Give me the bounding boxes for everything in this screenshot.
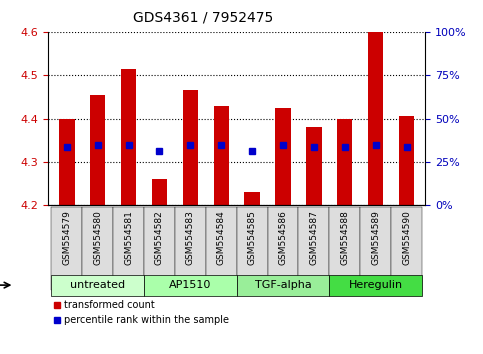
FancyBboxPatch shape (237, 207, 268, 290)
Bar (59, 119, 74, 205)
FancyBboxPatch shape (206, 207, 237, 290)
FancyBboxPatch shape (329, 207, 360, 290)
FancyBboxPatch shape (51, 275, 144, 296)
Text: untreated: untreated (70, 280, 125, 290)
Bar (399, 116, 414, 205)
FancyBboxPatch shape (391, 207, 422, 290)
Text: TGF-alpha: TGF-alpha (255, 280, 312, 290)
FancyBboxPatch shape (144, 207, 175, 290)
FancyBboxPatch shape (51, 207, 82, 290)
Legend: transformed count, percentile rank within the sample: transformed count, percentile rank withi… (53, 301, 229, 325)
Text: GDS4361 / 7952475: GDS4361 / 7952475 (133, 11, 273, 25)
FancyBboxPatch shape (82, 207, 113, 290)
Bar (183, 90, 198, 205)
Bar (244, 192, 260, 205)
Text: Heregulin: Heregulin (349, 280, 403, 290)
FancyBboxPatch shape (268, 207, 298, 290)
Bar (306, 127, 322, 205)
FancyBboxPatch shape (175, 207, 206, 290)
FancyBboxPatch shape (113, 207, 144, 290)
Bar (121, 69, 136, 205)
FancyBboxPatch shape (329, 275, 422, 296)
FancyBboxPatch shape (144, 275, 237, 296)
Bar (368, 32, 384, 205)
FancyBboxPatch shape (237, 275, 329, 296)
Bar (152, 179, 167, 205)
FancyBboxPatch shape (298, 207, 329, 290)
Bar (275, 108, 291, 205)
Bar (90, 95, 105, 205)
Text: AP1510: AP1510 (169, 280, 212, 290)
Bar (337, 119, 353, 205)
FancyBboxPatch shape (360, 207, 391, 290)
Bar (213, 105, 229, 205)
